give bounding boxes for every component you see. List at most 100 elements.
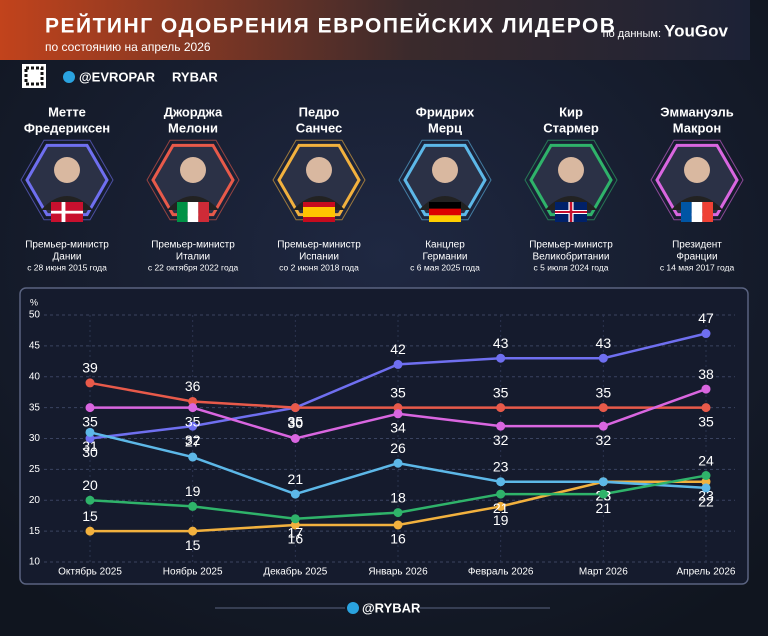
- data-label: 43: [493, 335, 509, 351]
- leader-name: Кир: [559, 104, 583, 119]
- point: [393, 508, 403, 518]
- point: [290, 520, 300, 530]
- data-label: 39: [82, 360, 98, 376]
- data-label: 24: [698, 452, 714, 468]
- y-tick-label: 30: [29, 433, 41, 444]
- title: РЕЙТИНГ ОДОБРЕНИЯ ЕВРОПЕЙСКИХ ЛИДЕРОВ: [45, 14, 616, 38]
- header-band: [0, 0, 750, 60]
- data-label: 35: [493, 384, 509, 400]
- x-tick-label: Октябрь 2025: [58, 566, 122, 578]
- point: [496, 501, 506, 511]
- x-tick-label: Январь 2026: [368, 567, 428, 578]
- x-tick-label: Ноябрь 2025: [163, 566, 223, 578]
- leader-name: Метте: [48, 104, 86, 119]
- leader-name: Фредериксен: [24, 120, 110, 135]
- portrait-glow: [146, 139, 240, 221]
- flag: [177, 202, 188, 222]
- point: [701, 403, 711, 413]
- point: [85, 434, 95, 443]
- leader-name: Педро: [299, 104, 340, 119]
- point: [701, 384, 711, 394]
- flag: [702, 202, 713, 222]
- portrait-head: [306, 157, 332, 183]
- point: [188, 501, 198, 511]
- point: [393, 359, 403, 369]
- point: [393, 409, 403, 419]
- chart-panel: [19, 287, 749, 585]
- data-label: 16: [390, 531, 406, 547]
- leader-role: Франции: [676, 252, 717, 263]
- x-tick-label: Март 2026: [579, 567, 628, 578]
- data-label: 43: [596, 335, 612, 351]
- portrait-glow: [20, 139, 114, 221]
- y-tick-label: 15: [29, 526, 41, 537]
- point: [188, 526, 198, 536]
- point: [85, 495, 95, 505]
- leader-role: Испании: [299, 252, 339, 263]
- point: [290, 403, 300, 413]
- data-label: 35: [596, 384, 612, 400]
- y-tick-label: 25: [29, 464, 41, 475]
- point: [496, 477, 506, 487]
- flag: [429, 215, 461, 222]
- leader-name: Джорджа: [164, 104, 223, 119]
- leader-role: Германии: [423, 252, 468, 263]
- data-label: 21: [596, 500, 612, 516]
- data-label: 42: [390, 341, 406, 357]
- data-label: 26: [390, 440, 406, 456]
- flag: [429, 202, 461, 209]
- leader-since: с 22 октября 2022 года: [148, 262, 239, 272]
- source-label: по данным:: [603, 28, 661, 40]
- leader-role: Премьер-министр: [277, 240, 361, 251]
- point: [598, 489, 608, 499]
- qr-pattern: [24, 66, 44, 86]
- data-label: 32: [185, 432, 201, 448]
- data-label: 35: [82, 413, 98, 429]
- leader-role: Канцлер: [425, 240, 465, 251]
- data-label: 31: [82, 438, 98, 454]
- data-label: 16: [288, 531, 304, 547]
- point: [290, 434, 300, 443]
- data-label: 35: [185, 413, 201, 429]
- data-label: 21: [288, 471, 304, 487]
- data-label: 23: [493, 458, 509, 474]
- y-tick-label: 20: [29, 495, 41, 506]
- point: [598, 477, 608, 487]
- point: [496, 403, 506, 413]
- flag: [429, 208, 461, 216]
- point: [393, 458, 403, 468]
- point: [188, 421, 198, 431]
- point: [598, 421, 608, 431]
- point: [496, 353, 506, 363]
- y-tick-label: 10: [29, 557, 41, 568]
- data-label: 35: [288, 413, 304, 429]
- data-label: 20: [82, 477, 98, 493]
- data-label: 18: [390, 489, 406, 505]
- y-tick-label: 50: [29, 310, 41, 321]
- point: [85, 378, 95, 388]
- data-label: 47: [698, 310, 714, 326]
- data-label: 35: [288, 413, 304, 429]
- point: [496, 489, 506, 499]
- point: [701, 483, 711, 493]
- point: [290, 489, 300, 499]
- portrait-head: [684, 157, 710, 183]
- leader-role: Премьер-министр: [25, 240, 109, 251]
- leader-name: Санчес: [296, 120, 342, 135]
- point: [701, 471, 711, 481]
- data-label: 30: [82, 444, 98, 460]
- y-unit: %: [30, 297, 38, 307]
- y-tick-label: 45: [29, 341, 41, 352]
- point: [701, 329, 711, 339]
- leader-since: с 5 июля 2024 года: [534, 262, 609, 272]
- point: [496, 421, 506, 431]
- telegram-icon: [63, 71, 75, 83]
- data-label: 21: [493, 500, 509, 516]
- data-label: 27: [185, 434, 201, 450]
- x-tick-label: Декабрь 2025: [263, 566, 327, 578]
- leader-role: Дании: [52, 252, 81, 263]
- data-label: 22: [698, 494, 714, 510]
- portrait-head: [180, 157, 206, 183]
- data-label: 17: [288, 524, 304, 540]
